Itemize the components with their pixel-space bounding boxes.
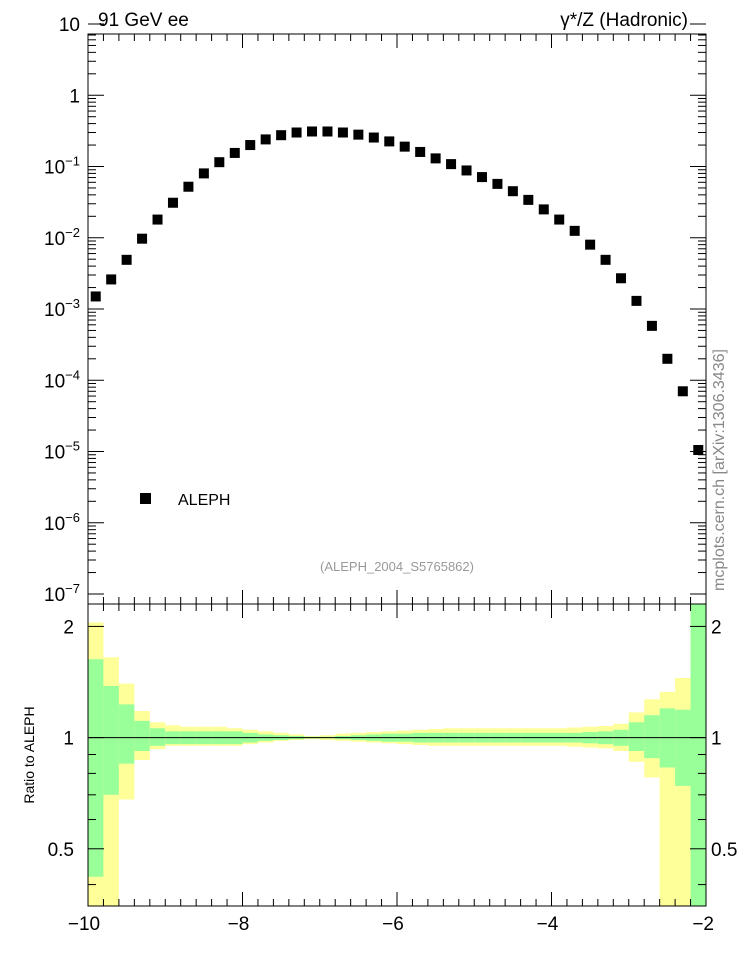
main-plot: 10−7 10−6 10−5 10−4 10−3 10−2 10−1 1 10 ALEPH (A… [44,15,707,606]
stat-uncertainty-band [628,722,645,751]
aleph-data-point [507,186,518,197]
ratio-plot-ticks [87,604,707,906]
x-tick-labels: −10 −8 −6 −4 −2 [68,914,714,935]
ratio-y-tick-label-right: 2 [711,617,722,638]
aleph-data-point [198,168,209,179]
aleph-data-point [461,165,472,176]
aleph-data-point [245,140,256,151]
aleph-data-point [106,274,117,285]
main-y-tick-label: 10−5 [44,439,80,464]
aleph-data-point [523,194,534,205]
ratio-y-tick-label-right: 0.5 [711,840,737,861]
aleph-data-point [554,214,565,225]
side-label: mcplots.cern.ch [arXiv:1306.3436] [711,349,728,591]
aleph-data-point [600,254,611,265]
aleph-data-point [399,141,410,152]
x-tick-label: −4 [537,914,559,935]
main-plot-ticks [87,23,707,604]
aleph-data-point [430,153,441,164]
aleph-data-point [276,130,287,141]
ratio-y-tick-label-right: 1 [711,729,722,750]
aleph-data-point [646,320,657,331]
main-y-tick-label: 10−3 [44,296,80,321]
aleph-data-point [229,147,240,158]
aleph-data-point [538,204,549,215]
x-tick-label: −2 [692,914,714,935]
stat-uncertainty-band [118,704,135,764]
aleph-data-point [353,129,364,140]
stat-uncertainty-band [675,709,691,786]
aleph-data-point [677,386,688,397]
aleph-data-point [384,136,395,147]
stat-uncertainty-band [103,685,119,795]
main-y-tick-label: 10−1 [44,154,80,179]
right-title: γ*/Z (Hadronic) [560,10,688,31]
stat-uncertainty-band [88,659,104,877]
legend-label: ALEPH [178,492,230,509]
aleph-data-point [662,353,673,364]
aleph-data-point [492,178,503,189]
aleph-data-points [90,126,704,455]
aleph-data-point [337,127,348,138]
ratio-plot: 0.5 0.5 1 1 2 2 −10 −8 −6 −4 −2 Ratio to ALEPH [21,603,738,935]
aleph-data-point [322,126,333,137]
main-y-tick-label: 10−7 [44,581,80,606]
stat-uncertainty-band [644,715,660,759]
aleph-data-point [137,233,148,244]
left-title: 91 GeV ee [98,10,189,31]
main-y-tick-label: 10 [59,15,80,36]
stat-uncertainty-band [134,720,150,751]
aleph-data-point [121,254,132,265]
main-y-tick-label: 10−2 [44,225,80,250]
main-plot-y-tick-labels: 10−7 10−6 10−5 10−4 10−3 10−2 10−1 1 10 [44,15,80,606]
aleph-data-point [152,214,163,225]
x-tick-label: −6 [382,914,404,935]
x-tick-label: −8 [228,914,250,935]
x-tick-label: −10 [68,914,100,935]
main-plot-frame [87,33,707,605]
ratio-y-tick-label-left: 2 [63,617,74,638]
ratio-bands [88,604,706,906]
aleph-data-point [446,159,457,170]
main-y-tick-label: 10−4 [44,367,80,392]
aleph-data-point [183,181,194,192]
aleph-data-point [368,132,379,143]
ratio-plot-y-tick-labels: 0.5 0.5 1 1 2 2 [48,617,738,860]
aleph-data-point [693,444,704,455]
aleph-data-point [569,225,580,236]
aleph-data-point [616,273,627,284]
aleph-data-point [90,291,101,302]
ratio-y-axis-label: Ratio to ALEPH [21,706,37,803]
aleph-data-point [415,146,426,157]
aleph-data-point [167,197,178,208]
main-y-tick-label: 10−6 [44,510,80,535]
aleph-data-point [585,239,596,250]
stat-uncertainty-band [149,728,166,746]
aleph-data-point [260,134,271,145]
analysis-label: (ALEPH_2004_S5765862) [320,559,474,574]
aleph-data-point [631,295,642,306]
legend-marker [140,493,151,504]
main-y-tick-label: 1 [69,86,80,107]
ratio-y-tick-label-left: 1 [63,729,74,750]
aleph-data-point [307,126,318,137]
aleph-data-point [291,127,302,138]
ratio-plot-frame [87,603,707,907]
aleph-data-point [214,157,225,168]
aleph-data-point [476,172,487,183]
ratio-y-tick-label-left: 0.5 [48,840,74,861]
